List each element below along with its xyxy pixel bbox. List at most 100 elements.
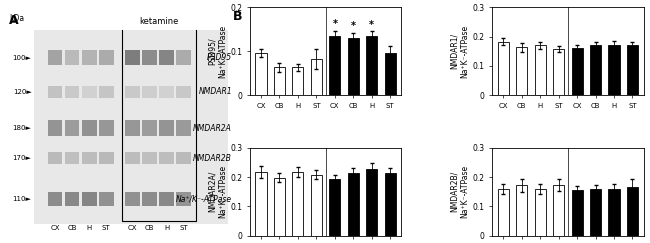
Text: 180►: 180► — [13, 125, 32, 131]
Bar — [82, 120, 96, 136]
Text: 120►: 120► — [13, 89, 32, 95]
Bar — [274, 178, 285, 236]
Bar — [176, 50, 191, 65]
Bar — [255, 172, 266, 236]
Bar — [64, 50, 79, 65]
Bar — [553, 49, 564, 95]
Text: NMDAR2A: NMDAR2A — [193, 124, 232, 133]
Bar — [385, 173, 396, 236]
Bar — [366, 36, 377, 95]
Bar — [125, 120, 140, 136]
Bar — [159, 192, 174, 206]
Bar — [274, 68, 285, 95]
Bar — [99, 86, 114, 98]
Bar — [142, 50, 157, 65]
Text: H: H — [164, 225, 169, 231]
Bar — [159, 50, 174, 65]
Bar — [64, 192, 79, 206]
Bar — [553, 185, 564, 236]
Bar — [627, 187, 638, 236]
Text: NMDAR2B: NMDAR2B — [193, 154, 232, 163]
Bar — [292, 172, 304, 236]
Bar — [534, 45, 545, 95]
Bar — [534, 189, 545, 236]
Text: NMDAR1: NMDAR1 — [198, 87, 232, 96]
Text: ST: ST — [179, 225, 188, 231]
Bar — [516, 185, 527, 236]
Bar — [627, 45, 638, 95]
Y-axis label: NMDAR1/
Na⁺K⁻-ATPase: NMDAR1/ Na⁺K⁻-ATPase — [450, 25, 469, 78]
Bar — [125, 86, 140, 98]
Text: A: A — [9, 14, 18, 27]
Bar — [64, 120, 79, 136]
Text: kDa: kDa — [10, 14, 25, 23]
Text: *: * — [332, 19, 337, 29]
Text: *: * — [351, 21, 356, 31]
Bar — [47, 192, 62, 206]
Bar — [99, 50, 114, 65]
Bar — [82, 50, 96, 65]
Bar — [176, 152, 191, 164]
Bar — [64, 152, 79, 164]
Bar — [82, 152, 96, 164]
Bar — [99, 152, 114, 164]
Y-axis label: PSD95/
Na⁺K⁻-ATPase: PSD95/ Na⁺K⁻-ATPase — [208, 25, 227, 78]
Bar — [142, 152, 157, 164]
Bar — [142, 192, 157, 206]
Bar — [176, 120, 191, 136]
Text: CB: CB — [67, 225, 77, 231]
Bar — [348, 38, 359, 95]
Bar — [311, 175, 322, 236]
Bar — [34, 30, 228, 224]
Bar — [385, 53, 396, 95]
Text: 100►: 100► — [13, 54, 32, 61]
Bar — [498, 42, 509, 95]
Bar — [159, 152, 174, 164]
Text: CX: CX — [127, 225, 137, 231]
Bar — [125, 50, 140, 65]
Bar — [99, 192, 114, 206]
Bar — [176, 86, 191, 98]
Bar — [82, 86, 96, 98]
Text: ketamine: ketamine — [139, 17, 178, 26]
Bar — [47, 50, 62, 65]
Bar — [571, 48, 582, 95]
Bar — [608, 189, 619, 236]
Bar — [64, 86, 79, 98]
Bar — [590, 190, 601, 236]
Bar — [82, 192, 96, 206]
Bar — [47, 152, 62, 164]
Text: 110►: 110► — [13, 196, 32, 202]
Bar — [142, 120, 157, 136]
Bar — [571, 190, 582, 236]
Bar — [516, 47, 527, 95]
Text: CB: CB — [145, 225, 154, 231]
Bar — [366, 169, 377, 236]
Bar — [47, 120, 62, 136]
Text: *: * — [369, 20, 374, 30]
Text: CX: CX — [50, 225, 60, 231]
Bar — [176, 192, 191, 206]
Y-axis label: NMDAR2B/
Na⁺K⁻-ATPase: NMDAR2B/ Na⁺K⁻-ATPase — [450, 165, 469, 218]
Text: H: H — [86, 225, 92, 231]
Bar — [311, 59, 322, 95]
Bar — [125, 152, 140, 164]
Text: 170►: 170► — [13, 155, 32, 161]
Bar — [125, 192, 140, 206]
Bar — [608, 45, 619, 95]
Bar — [330, 36, 341, 95]
Bar — [498, 189, 509, 236]
Text: Na⁺/K⁻-ATPase: Na⁺/K⁻-ATPase — [176, 195, 232, 204]
Bar — [330, 180, 341, 236]
Bar — [159, 120, 174, 136]
Text: B: B — [233, 10, 242, 23]
Text: PSD95: PSD95 — [207, 53, 232, 62]
Bar — [292, 68, 304, 95]
Bar — [99, 120, 114, 136]
Bar — [47, 86, 62, 98]
Text: ST: ST — [102, 225, 110, 231]
Y-axis label: NMDAR2A/
Na⁺K⁻-ATPase: NMDAR2A/ Na⁺K⁻-ATPase — [208, 165, 227, 218]
Bar — [142, 86, 157, 98]
Bar — [159, 86, 174, 98]
Bar — [590, 45, 601, 95]
